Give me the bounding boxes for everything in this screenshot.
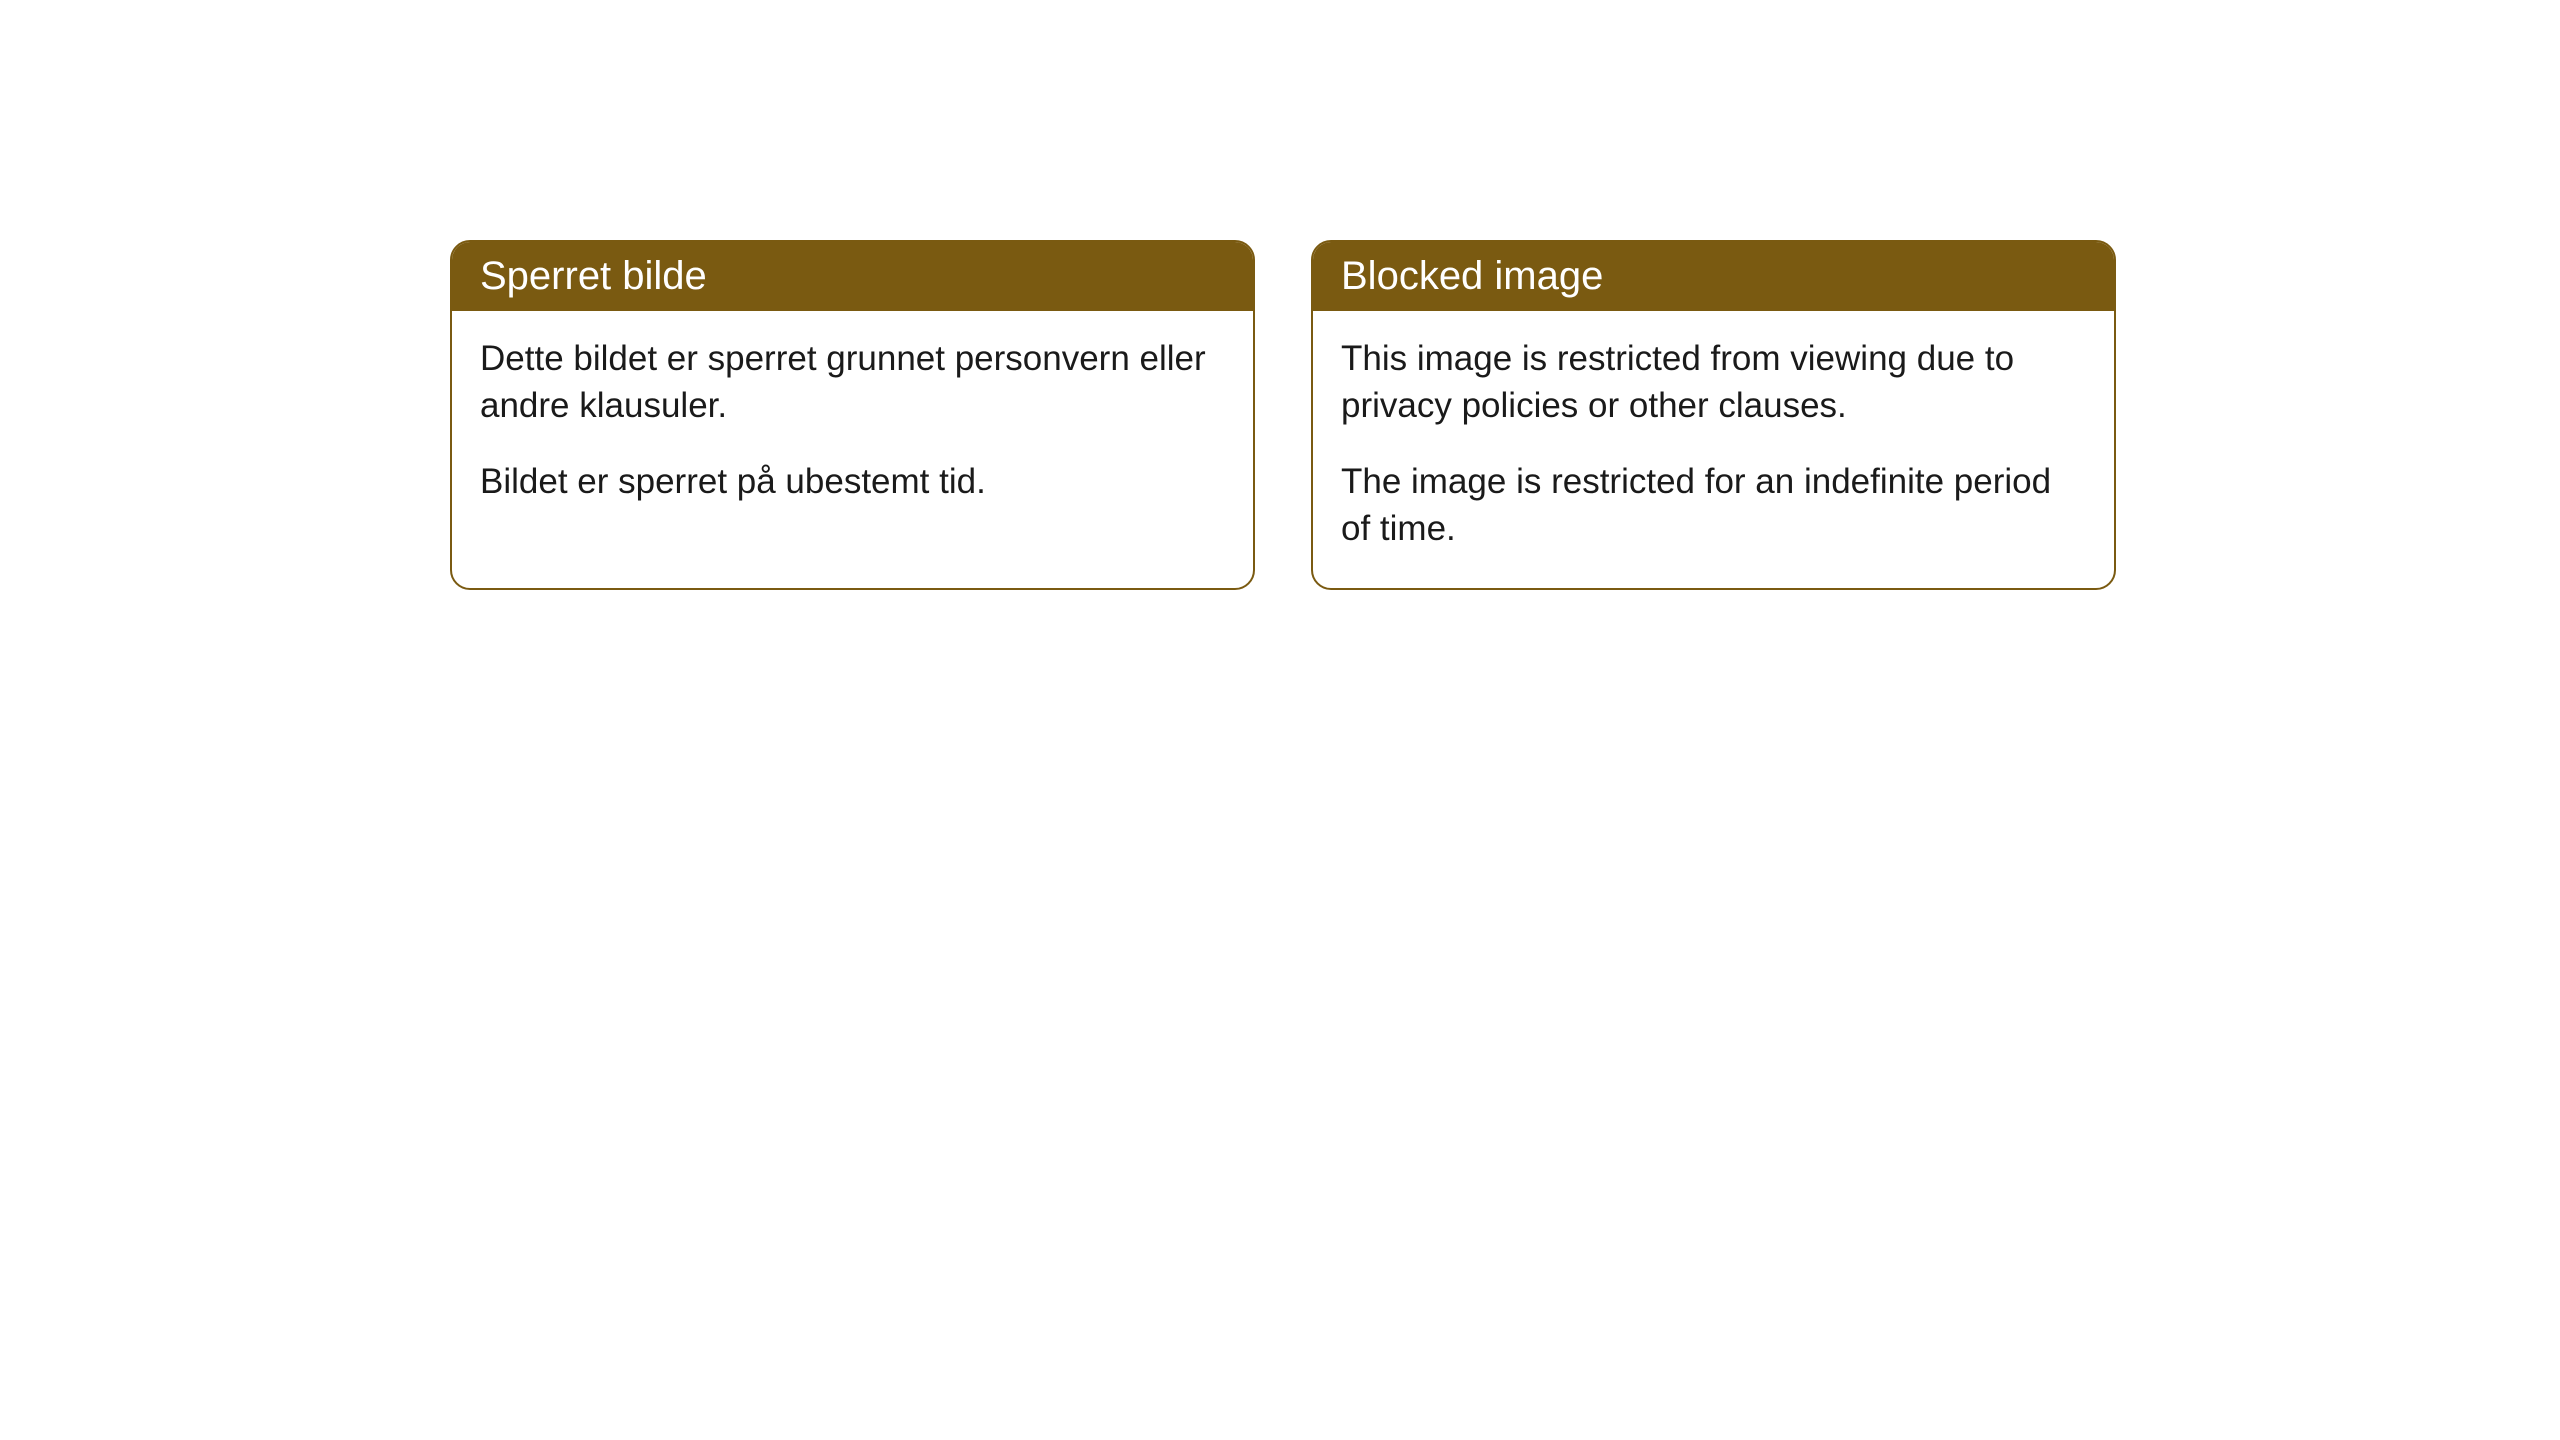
card-title-english: Blocked image [1313,242,2114,311]
card-title-norwegian: Sperret bilde [452,242,1253,311]
card-body-english: This image is restricted from viewing du… [1313,311,2114,588]
card-paragraph-1-english: This image is restricted from viewing du… [1341,335,2086,430]
blocked-image-card-norwegian: Sperret bilde Dette bildet er sperret gr… [450,240,1255,590]
blocked-image-card-english: Blocked image This image is restricted f… [1311,240,2116,590]
card-paragraph-2-norwegian: Bildet er sperret på ubestemt tid. [480,458,1225,505]
card-paragraph-1-norwegian: Dette bildet er sperret grunnet personve… [480,335,1225,430]
card-body-norwegian: Dette bildet er sperret grunnet personve… [452,311,1253,541]
card-paragraph-2-english: The image is restricted for an indefinit… [1341,458,2086,553]
notice-cards-container: Sperret bilde Dette bildet er sperret gr… [0,0,2560,590]
